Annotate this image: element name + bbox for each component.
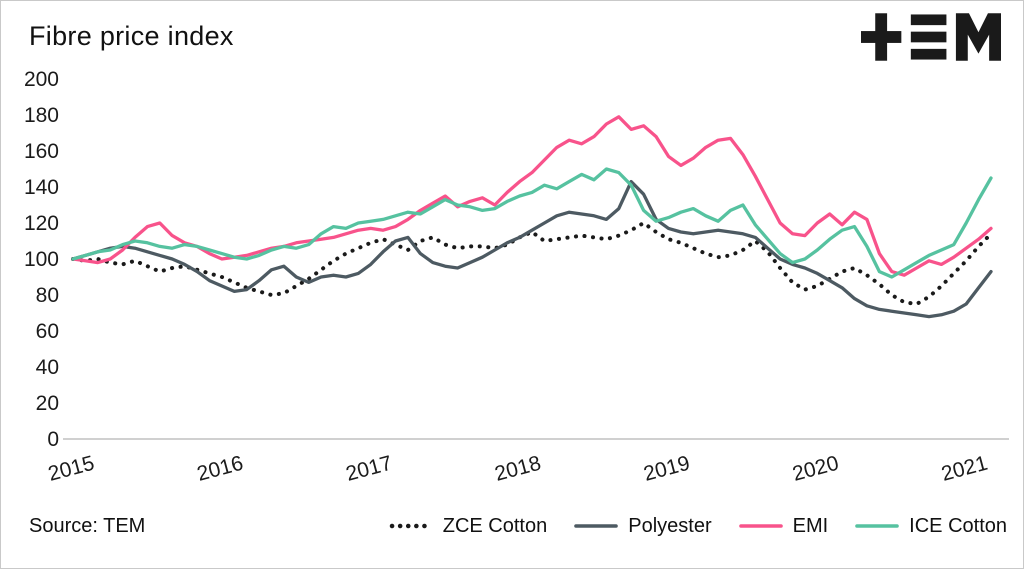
source-label: Source: TEM: [29, 514, 146, 537]
svg-text:100: 100: [24, 248, 59, 271]
svg-text:2016: 2016: [195, 452, 246, 486]
svg-text:2019: 2019: [641, 452, 692, 486]
svg-text:0: 0: [47, 428, 59, 451]
zce-cotton-line-icon: [389, 523, 432, 529]
svg-text:2017: 2017: [344, 452, 395, 486]
chart-footer: Source: TEM ZCE Cotton Polyester EMI ICE…: [29, 506, 1007, 546]
polyester-line-icon: [574, 524, 619, 528]
legend-label-ice-cotton: ICE Cotton: [909, 514, 1007, 537]
svg-text:2021: 2021: [939, 452, 990, 486]
svg-text:60: 60: [36, 320, 59, 343]
svg-text:80: 80: [36, 284, 59, 307]
legend: ZCE Cotton Polyester EMI ICE Cotton: [388, 515, 1007, 538]
svg-text:120: 120: [24, 212, 59, 235]
svg-text:2020: 2020: [790, 452, 841, 486]
svg-text:2015: 2015: [46, 452, 97, 486]
svg-text:200: 200: [24, 68, 59, 91]
svg-text:2018: 2018: [492, 452, 543, 486]
chart-header: Fibre price index: [29, 13, 1001, 61]
chart-title: Fibre price index: [29, 21, 234, 51]
line-chart: 0 20 40 60 80 100 120 140 160 180 200 2015 2016 2017 2…: [24, 68, 1009, 486]
legend-label-zce-cotton: ZCE Cotton: [442, 514, 548, 537]
svg-text:160: 160: [24, 140, 59, 163]
svg-text:40: 40: [36, 356, 59, 379]
legend-item-polyester: Polyester: [573, 514, 712, 538]
svg-text:140: 140: [24, 176, 59, 199]
ice-cotton-line-icon: [855, 524, 899, 528]
legend-label-polyester: Polyester: [628, 514, 712, 537]
svg-text:180: 180: [24, 104, 59, 127]
legend-item-emi: EMI: [738, 514, 829, 538]
legend-item-ice-cotton: ICE Cotton: [854, 515, 1007, 538]
legend-label-emi: EMI: [792, 514, 829, 537]
tem-logo: [861, 13, 1001, 61]
legend-item-zce-cotton: ZCE Cotton: [388, 515, 547, 538]
emi-line-icon: [738, 524, 783, 528]
svg-text:20: 20: [36, 392, 59, 415]
tem-logo-icon: [861, 13, 1001, 61]
